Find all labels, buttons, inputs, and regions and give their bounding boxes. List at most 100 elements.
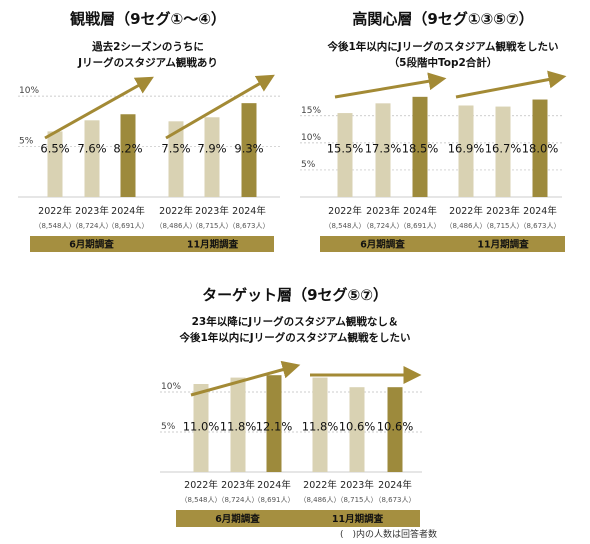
respondent-count: （8,673人） [228,222,269,230]
chart-title: 観戦層（9セグ①～④） [70,10,226,28]
respondent-count: （8,486人） [155,222,196,230]
x-tick-label: 2024年 [378,479,412,491]
bar [312,377,328,472]
bar-value-label: 11.8% [302,419,339,433]
x-tick-label: 2022年 [159,205,193,217]
bar [266,375,282,472]
bar [204,117,220,197]
bar [193,384,209,472]
respondent-count: （8,691人） [399,222,440,230]
bar-value-label: 16.7% [485,142,522,156]
bar-value-label: 7.9% [197,142,226,156]
footnote: ( )内の人数は回答者数 [340,528,437,540]
chart-subtitle-line: （5段階中Top2合計） [389,56,498,69]
respondent-count: （8,691人） [253,496,294,504]
bar [168,121,184,197]
bar-value-label: 11.0% [183,419,220,433]
respondent-count: （8,673人） [519,222,560,230]
survey-period-label: 11月期調査 [187,239,239,251]
survey-period-label: 11月期調査 [332,513,384,525]
respondent-count: （8,673人） [374,496,415,504]
chart-panel-1: 観戦層（9セグ①～④） 過去2シーズンのうちに Jリーグのスタジアム観戦あり 5% 10… [18,10,280,252]
respondent-count: （8,548人） [180,496,221,504]
chart-subtitle-line: 23年以降にJリーグのスタジアム観戦なし＆ [192,315,399,328]
y-tick-label: 5% [19,137,34,147]
trend-arrow [334,72,447,99]
respondent-count: （8,486人） [445,222,486,230]
x-tick-label: 2022年 [184,479,218,491]
bar [349,387,365,472]
survey-period-band [30,236,153,252]
y-tick-label: 5% [161,422,176,432]
survey-period-band [441,236,565,252]
respondent-count: （8,548人） [34,222,75,230]
x-tick-label: 2023年 [486,205,520,217]
bar-value-label: 17.3% [365,142,402,156]
respondent-count: （8,486人） [299,496,340,504]
respondent-count: （8,715人） [482,222,523,230]
survey-period-band [320,236,445,252]
bar [412,96,428,197]
survey-period-label: 6月期調査 [215,513,260,525]
chart-subtitle-line: 過去2シーズンのうちに [91,40,204,53]
trend-arrow [44,76,154,140]
x-tick-label: 2022年 [303,479,337,491]
respondent-count: （8,691人） [107,222,148,230]
chart-panel-3: ターゲット層（9セグ⑤⑦） 23年以降にJリーグのスタジアム観戦なし＆ 今後1年以内… [160,286,422,527]
survey-period-label: 11月期調査 [477,239,529,251]
bar [241,103,257,197]
chart-title: ターゲット層（9セグ⑤⑦） [202,286,388,304]
bar-value-label: 15.5% [327,142,364,156]
respondent-count: （8,724人） [362,222,403,230]
bar-value-label: 9.3% [234,142,263,156]
x-tick-label: 2024年 [257,479,291,491]
x-tick-label: 2024年 [523,205,557,217]
x-tick-label: 2022年 [38,205,72,217]
bar [458,105,474,197]
y-tick-label: 5% [301,160,316,170]
bar-value-label: 7.5% [161,142,190,156]
x-tick-label: 2023年 [195,205,229,217]
trend-arrow [190,360,301,397]
x-tick-label: 2024年 [232,205,266,217]
bar [375,103,391,197]
y-tick-label: 10% [161,382,181,392]
bar-value-label: 12.1% [256,419,293,433]
bar [387,387,403,472]
respondent-count: （8,715人） [191,222,232,230]
chart-subtitle-line: Jリーグのスタジアム観戦あり [77,56,218,69]
chart-panel-2: 高関心層（9セグ①③⑤⑦） 今後1年以内にJリーグのスタジアム観戦をしたい （5段階… [300,10,567,252]
chart-title: 高関心層（9セグ①③⑤⑦） [352,10,533,28]
respondent-count: （8,724人） [71,222,112,230]
bar-value-label: 18.5% [402,142,439,156]
bar [532,99,548,197]
bar [230,377,246,472]
x-tick-label: 2023年 [75,205,109,217]
bar [47,131,63,197]
survey-period-band [151,236,274,252]
bar-value-label: 7.6% [77,142,106,156]
x-tick-label: 2022年 [328,205,362,217]
bar-value-label: 18.0% [522,142,559,156]
survey-period-band [176,510,299,527]
survey-period-band [295,510,420,527]
bar [337,113,353,197]
bar-value-label: 6.5% [40,142,69,156]
respondent-count: （8,715人） [336,496,377,504]
y-tick-label: 10% [301,133,321,143]
x-tick-label: 2023年 [340,479,374,491]
x-tick-label: 2023年 [221,479,255,491]
bar-value-label: 10.6% [339,419,376,433]
bar [120,114,136,197]
chart-subtitle-line: 今後1年以内にJリーグのスタジアム観戦をしたい [327,40,559,53]
y-tick-label: 15% [301,106,321,116]
bar-value-label: 11.8% [220,419,257,433]
x-tick-label: 2022年 [449,205,483,217]
bar-value-label: 10.6% [377,419,414,433]
bar-value-label: 16.9% [448,142,485,156]
x-tick-label: 2023年 [366,205,400,217]
chart-subtitle-line: 今後1年以内にJリーグのスタジアム観戦をしたい [179,331,411,344]
trend-arrow [455,70,567,99]
survey-period-label: 6月期調査 [360,239,405,251]
